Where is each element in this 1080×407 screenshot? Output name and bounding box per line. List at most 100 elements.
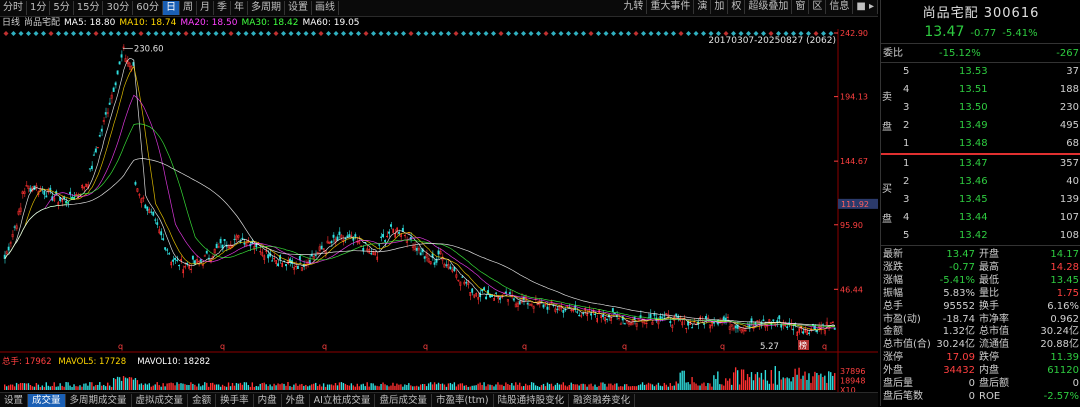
event-marker[interactable] [686, 31, 691, 36]
buy-level-5[interactable]: 5 13.42 108 [881, 228, 1080, 243]
event-marker[interactable] [611, 31, 616, 36]
indicator-tab-8[interactable]: AI立桩成交量 [310, 393, 376, 407]
buy-level-3[interactable]: 3 13.45 139 [881, 192, 1080, 207]
event-marker[interactable] [288, 31, 294, 36]
event-marker[interactable] [153, 31, 159, 36]
indicator-tab-4[interactable]: 金额 [188, 393, 217, 407]
sell-level-4[interactable]: 4 13.51 188 [881, 82, 1080, 97]
event-marker[interactable] [48, 31, 54, 36]
period-tab-4[interactable]: 30分 [103, 1, 134, 15]
q-marker-5[interactable]: q [622, 342, 627, 351]
event-marker[interactable] [56, 31, 61, 36]
event-marker[interactable] [116, 31, 121, 36]
event-marker[interactable] [168, 31, 174, 36]
buy-level-2[interactable]: 2 13.46 40 [881, 174, 1080, 189]
event-marker[interactable] [671, 31, 676, 36]
indicator-tab-1[interactable]: 成交量 [28, 393, 66, 407]
event-marker[interactable] [543, 31, 549, 36]
period-tab-3[interactable]: 15分 [74, 1, 104, 15]
indicator-tab-6[interactable]: 内盘 [254, 393, 282, 407]
q-marker-1[interactable]: q [220, 342, 225, 351]
event-marker[interactable] [768, 31, 774, 36]
event-marker[interactable] [701, 31, 706, 36]
event-marker[interactable] [378, 31, 384, 36]
event-marker[interactable] [656, 31, 661, 36]
period-tab-10[interactable]: 年 [231, 1, 248, 15]
event-marker[interactable] [453, 31, 459, 36]
toolbar-tool-7[interactable]: 区 [809, 0, 827, 14]
event-marker[interactable] [311, 31, 316, 36]
event-marker[interactable] [716, 31, 721, 36]
event-marker[interactable] [731, 31, 736, 36]
rank-marker[interactable]: 榜 [799, 340, 807, 350]
event-marker[interactable] [821, 31, 826, 36]
event-marker[interactable] [251, 31, 256, 36]
event-marker[interactable] [18, 31, 24, 36]
event-marker[interactable] [296, 31, 301, 36]
event-marker[interactable] [513, 31, 519, 36]
event-marker[interactable] [813, 31, 819, 36]
event-marker[interactable] [266, 31, 271, 36]
event-marker[interactable] [483, 31, 489, 36]
period-tab-5[interactable]: 60分 [133, 1, 163, 15]
indicator-tab-9[interactable]: 盘后成交量 [375, 393, 432, 407]
toolbar-tool-6[interactable]: 窗 [792, 0, 810, 14]
q-marker-0[interactable]: q [118, 342, 123, 351]
period-tab-6[interactable]: 日 [162, 1, 180, 15]
event-marker[interactable] [33, 31, 39, 36]
event-marker[interactable] [363, 31, 369, 36]
event-marker[interactable] [746, 31, 751, 36]
event-marker[interactable] [438, 31, 444, 36]
event-marker[interactable] [273, 31, 279, 36]
indicator-tab-11[interactable]: 陆股通持股变化 [494, 393, 570, 407]
event-marker[interactable] [558, 31, 564, 36]
toolbar-tool-5[interactable]: 超级叠加 [745, 0, 793, 14]
indicator-tab-7[interactable]: 外盘 [282, 393, 310, 407]
event-marker[interactable] [431, 31, 436, 36]
event-marker[interactable] [281, 31, 286, 36]
event-marker[interactable] [791, 31, 796, 36]
event-marker[interactable] [101, 31, 106, 36]
event-marker[interactable] [386, 31, 391, 36]
toolbar-tool-2[interactable]: 演 [694, 0, 712, 14]
event-marker[interactable] [71, 31, 76, 36]
kline-chart[interactable]: 242.90 194.13 144.67 95.90 46.44 111.92 201703… [0, 29, 878, 392]
event-marker[interactable] [641, 31, 646, 36]
event-marker[interactable] [123, 31, 129, 36]
q-marker-7[interactable]: q [822, 342, 827, 351]
q-marker-4[interactable]: q [522, 342, 527, 351]
event-marker[interactable] [243, 31, 249, 36]
event-marker[interactable] [498, 31, 504, 36]
event-marker[interactable] [491, 31, 496, 36]
q-marker-2[interactable]: q [322, 342, 327, 351]
event-marker[interactable] [618, 31, 624, 36]
event-marker[interactable] [228, 31, 234, 36]
toolbar-tool-1[interactable]: 重大事件 [647, 0, 695, 14]
event-marker[interactable] [603, 31, 609, 36]
event-marker[interactable] [776, 31, 781, 36]
period-tab-11[interactable]: 多周期 [248, 1, 285, 15]
indicator-tab-0[interactable]: 设置 [0, 393, 29, 407]
toolbar-tool-8[interactable]: 信息 [826, 0, 854, 14]
indicator-tab-5[interactable]: 换手率 [216, 393, 254, 407]
q-marker-3[interactable]: q [423, 342, 428, 351]
toolbar-tool-0[interactable]: 九转 [620, 0, 648, 14]
event-marker[interactable] [761, 31, 766, 36]
event-marker[interactable] [176, 31, 181, 36]
q-marker-6[interactable]: q [720, 342, 725, 351]
event-marker[interactable] [416, 31, 421, 36]
event-marker[interactable] [198, 31, 204, 36]
event-marker[interactable] [303, 31, 309, 36]
event-marker[interactable] [468, 31, 474, 36]
event-marker[interactable] [506, 31, 511, 36]
event-marker[interactable] [536, 31, 541, 36]
event-marker[interactable] [11, 31, 16, 36]
event-marker[interactable] [708, 31, 714, 36]
period-tab-1[interactable]: 1分 [27, 1, 51, 15]
event-marker[interactable] [581, 31, 586, 36]
event-marker[interactable] [408, 31, 414, 36]
event-marker[interactable] [528, 31, 534, 36]
event-marker[interactable] [93, 31, 99, 36]
event-marker[interactable] [221, 31, 226, 36]
event-marker[interactable] [326, 31, 331, 36]
